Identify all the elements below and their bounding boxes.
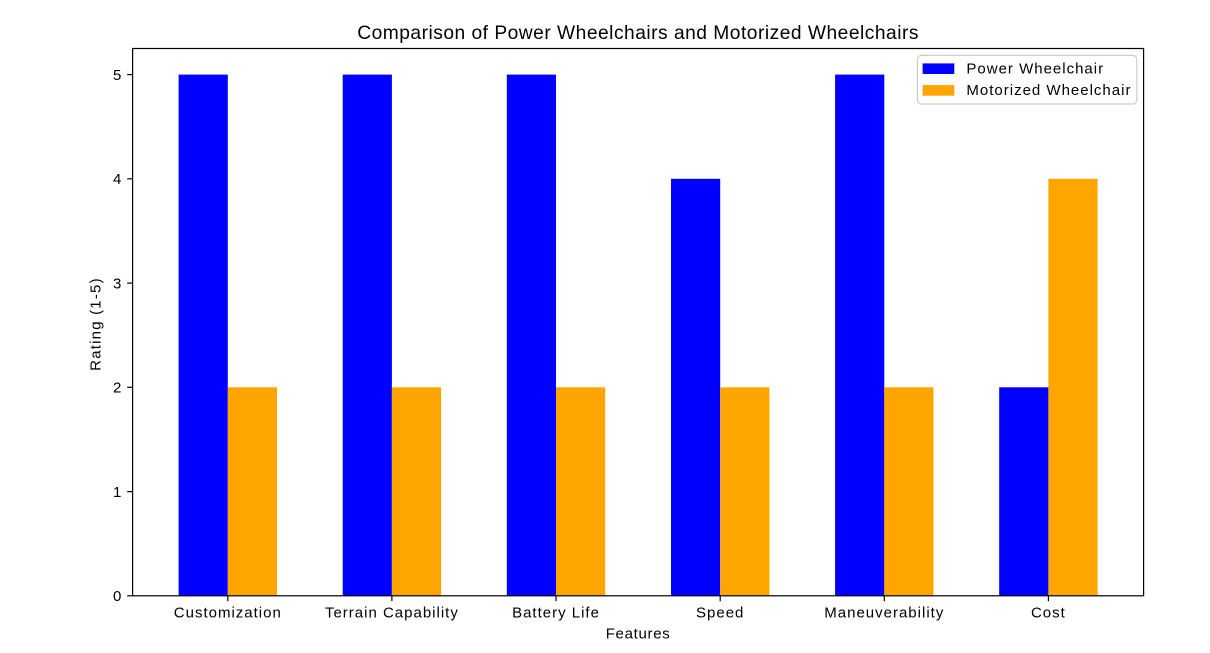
svg-text:Rating (1-5): Rating (1-5) [88, 277, 105, 371]
svg-text:Features: Features [606, 625, 671, 642]
svg-text:5: 5 [113, 67, 121, 84]
svg-text:Terrain Capability: Terrain Capability [325, 604, 459, 621]
svg-text:Comparison of Power Wheelchair: Comparison of Power Wheelchairs and Moto… [357, 23, 919, 44]
svg-text:3: 3 [113, 276, 121, 293]
svg-text:1: 1 [113, 484, 121, 501]
svg-text:Battery Life: Battery Life [512, 604, 600, 621]
svg-text:Speed: Speed [696, 604, 744, 621]
svg-text:Customization: Customization [174, 604, 282, 621]
svg-text:Maneuverability: Maneuverability [824, 604, 944, 621]
svg-text:Power Wheelchair: Power Wheelchair [966, 61, 1104, 78]
svg-text:0: 0 [113, 588, 121, 605]
svg-text:Motorized Wheelchair: Motorized Wheelchair [966, 82, 1131, 99]
svg-text:4: 4 [113, 171, 121, 188]
svg-text:2: 2 [113, 380, 121, 397]
svg-text:Cost: Cost [1031, 604, 1066, 621]
